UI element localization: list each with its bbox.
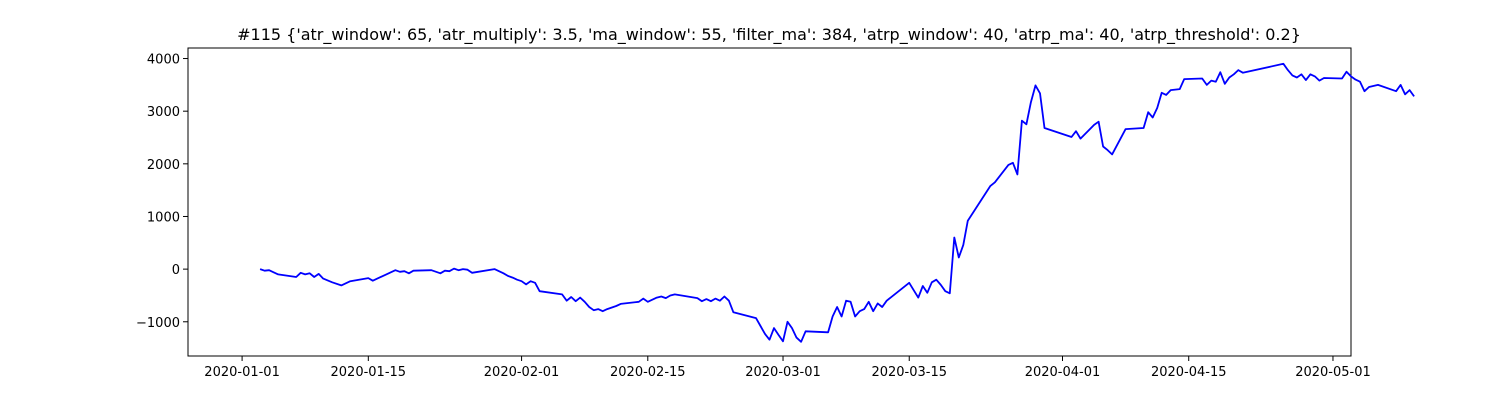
x-tick-label: 2020-01-15 — [331, 365, 407, 380]
y-tick-label: 3000 — [147, 105, 180, 120]
x-axis: 2020-01-01 2020-01-15 2020-02-01 2020-02-15… — [204, 356, 1371, 380]
x-tick-label: 2020-05-01 — [1295, 365, 1371, 380]
x-tick-label: 2020-03-01 — [745, 365, 821, 380]
x-tick-label: 2020-02-01 — [484, 365, 560, 380]
y-tick-label: −1000 — [136, 316, 180, 331]
series-line — [259, 62, 1415, 343]
x-tick-label: 2020-04-15 — [1151, 365, 1227, 380]
plot-frame — [187, 47, 1352, 357]
x-tick-label: 2020-02-15 — [610, 365, 686, 380]
chart-title: #115 {'atr_window': 65, 'atr_multiply': … — [237, 25, 1301, 45]
x-tick-label: 2020-01-01 — [204, 365, 280, 380]
x-tick-label: 2020-03-15 — [871, 365, 947, 380]
y-tick-label: 0 — [172, 263, 180, 278]
y-tick-label: 2000 — [147, 158, 180, 173]
y-tick-label: 1000 — [147, 210, 180, 225]
y-tick-label: 4000 — [147, 53, 180, 68]
x-tick-label: 2020-04-01 — [1025, 365, 1101, 380]
y-axis: −1000 0 1000 2000 3000 4000 — [136, 53, 188, 331]
